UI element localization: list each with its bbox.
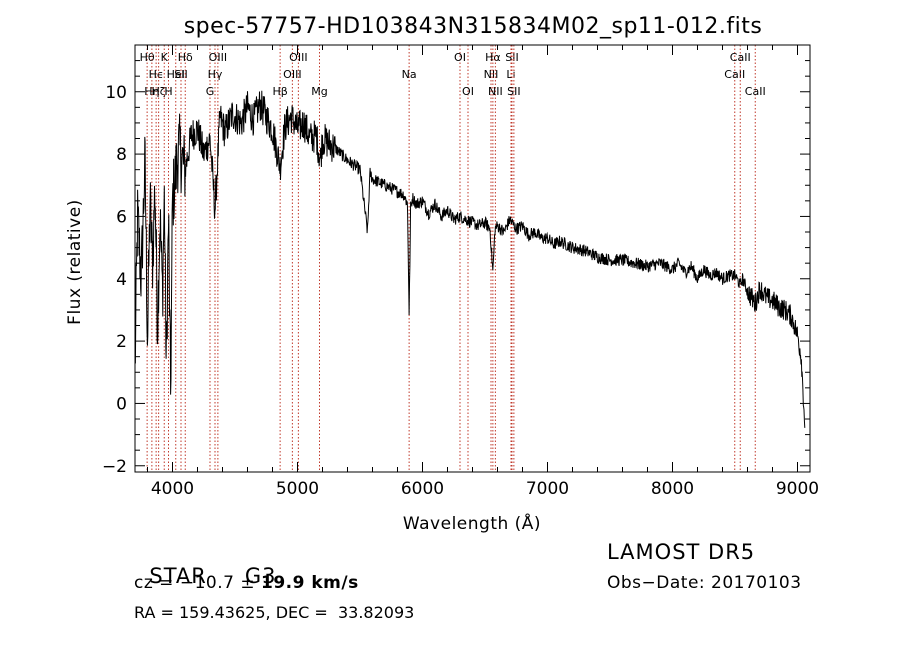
spectral-line-label: OIII — [283, 68, 301, 81]
x-tick-label: 4000 — [151, 479, 194, 499]
coordinates: RA = 159.43625, DEC = 33.82093 — [134, 603, 415, 622]
chart-title: spec-57757-HD103843N315834M02_sp11-012.f… — [184, 14, 763, 39]
spectral-line-label: SII — [174, 68, 187, 81]
y-tick-label: 0 — [116, 394, 127, 414]
spectral-line-label: CaII — [724, 68, 745, 81]
x-axis-label: Wavelength (Å) — [403, 512, 541, 534]
x-tick-label: 9000 — [776, 479, 819, 499]
spectral-line-label: Hδ — [178, 51, 193, 64]
y-tick-label: 2 — [116, 332, 127, 352]
spectral-line-label: Hζ — [151, 85, 165, 98]
spectral-line-label: OIII — [209, 51, 227, 64]
y-tick-label: 8 — [116, 145, 127, 165]
cz-error: 19.9 — [261, 573, 305, 593]
spectral-line-label: NII — [484, 68, 499, 81]
cz-unit: km/s — [304, 573, 359, 593]
spectral-line-label: H — [164, 85, 172, 98]
spectral-line-label: Mg — [311, 85, 327, 98]
object-class: STAR G3 — [134, 540, 276, 588]
spectral-line-label: HeI — [167, 68, 185, 81]
spectral-line-label: OI — [454, 51, 466, 64]
y-tick-label: −2 — [102, 457, 127, 477]
spectral-line-label: G — [206, 85, 215, 98]
x-tick-label: 8000 — [651, 479, 694, 499]
cz-plus-minus: ± — [234, 573, 261, 593]
spectral-line-label: OI — [462, 85, 474, 98]
y-tick-label: 4 — [116, 270, 127, 290]
cz-value: −10.7 — [179, 573, 235, 593]
spectral-line-label: Hα — [485, 51, 501, 64]
spectral-line-label: SII — [505, 51, 518, 64]
cz-label: cz = — [134, 573, 180, 593]
y-axis-label: Flux (relative) — [65, 199, 85, 325]
observation-date: Obs−Date: 20170103 — [607, 573, 802, 593]
spectrum-line — [134, 90, 806, 428]
survey-label: LAMOST DR5 — [607, 540, 756, 564]
spectral-line-label: Li — [506, 68, 515, 81]
spectral-line-label: OIII — [289, 51, 307, 64]
spectral-line-label: NII — [488, 85, 503, 98]
x-tick-label: 5000 — [276, 479, 319, 499]
spectral-line-label: Hϵ — [149, 68, 164, 81]
spectral-line-label: Hβ — [272, 85, 287, 98]
spectral-line-label: CaII — [730, 51, 751, 64]
spectral-line-label: Na — [402, 68, 417, 81]
subclass-label: G3 — [244, 564, 277, 588]
spectral-line-label: Hθ — [140, 51, 155, 64]
spectrum-series — [134, 90, 806, 428]
spectral-line-label: K — [161, 51, 169, 64]
y-tick-label: 6 — [116, 207, 127, 227]
spectral-line-markers: HθHηHϵHζKHHeISIIHδGHγOIIIHβOIIIOIIIMgNaO… — [140, 45, 766, 472]
spectral-line-label: CaII — [745, 85, 766, 98]
x-tick-label: 7000 — [526, 479, 569, 499]
redshift-readout: cz = −10.7 ± 19.9 km/s — [134, 573, 359, 593]
spectral-line-label: Hγ — [208, 68, 223, 81]
spectral-line-label: SII — [507, 85, 520, 98]
class-label: STAR — [149, 564, 207, 588]
y-tick-label: 10 — [105, 83, 127, 103]
x-tick-label: 6000 — [401, 479, 444, 499]
plot-axes: 4000 5000 6000 7000 8000 9000 −2 0 2 4 6 8 10 — [102, 44, 819, 499]
